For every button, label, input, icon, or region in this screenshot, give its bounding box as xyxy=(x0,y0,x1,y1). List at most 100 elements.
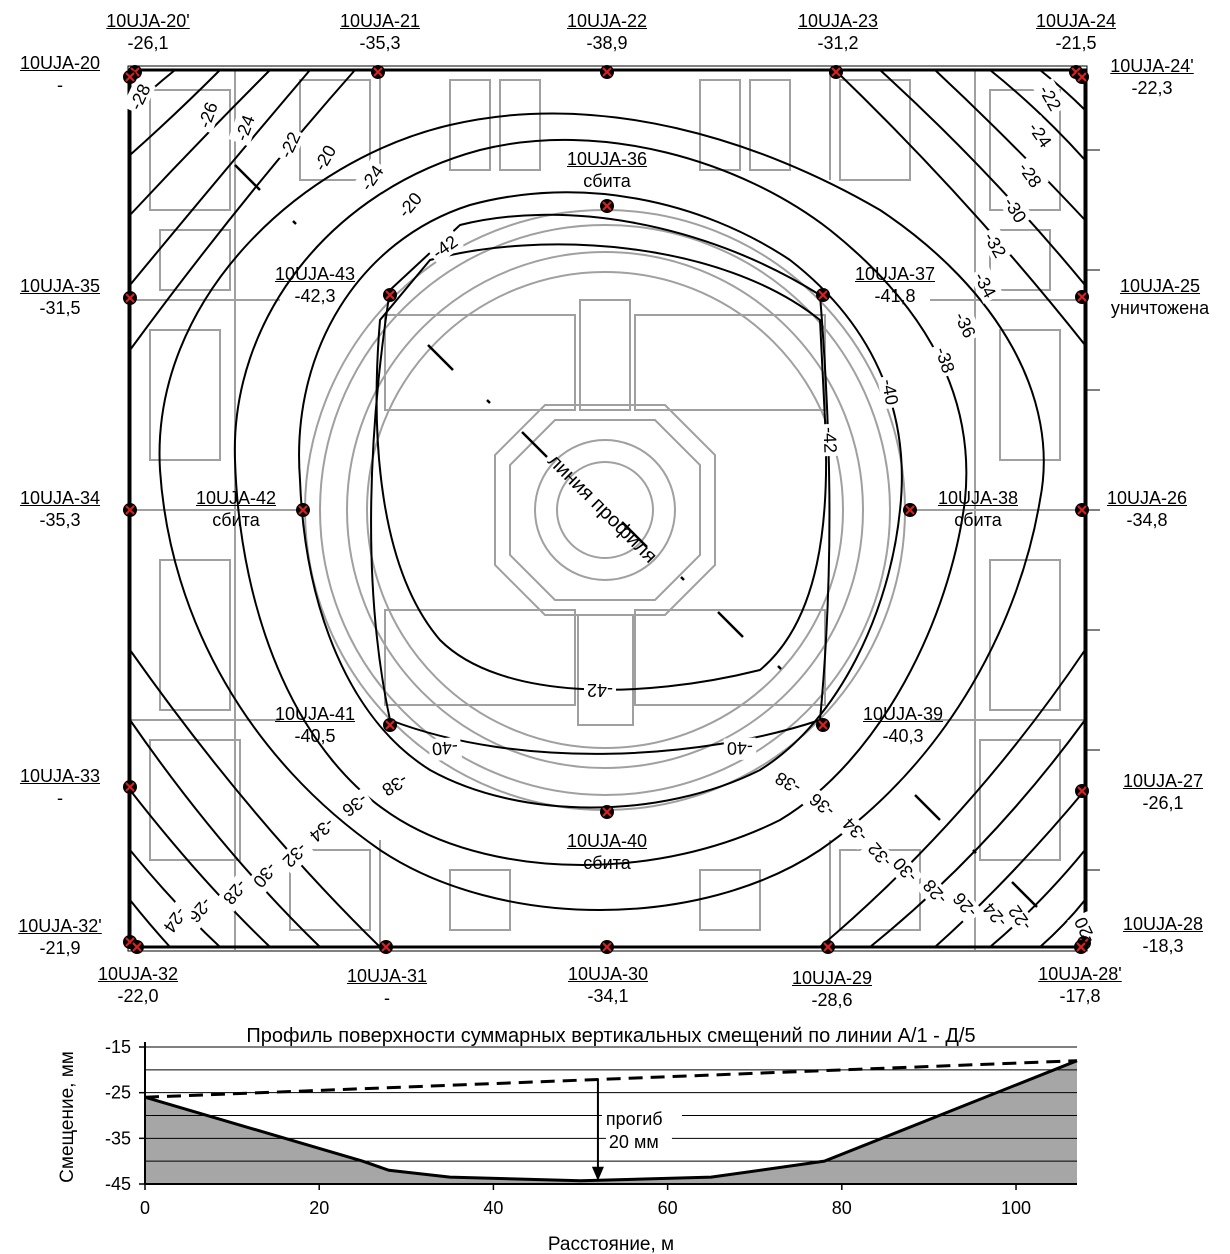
isoline xyxy=(934,789,1086,948)
benchmark-value: сбита xyxy=(212,510,260,530)
benchmark-label: 10UJA-23 -31,2 xyxy=(798,10,878,54)
benchmark-value: -34,8 xyxy=(1126,510,1168,530)
benchmark-id: 10UJA-26 xyxy=(1106,488,1188,508)
benchmark-id: 10UJA-20' xyxy=(106,11,190,31)
x-tick-label: 60 xyxy=(658,1198,678,1218)
x-tick-label: 0 xyxy=(140,1198,150,1218)
benchmark-value: сбита xyxy=(583,171,631,191)
benchmark-value: -42,3 xyxy=(294,286,336,306)
benchmark-label: 10UJA-25 уничтожена xyxy=(1111,275,1209,319)
benchmark-value: - xyxy=(383,988,390,1008)
benchmark-marker xyxy=(821,940,835,954)
benchmark-label: 10UJA-20' -26,1 xyxy=(106,10,189,54)
benchmark-value: -18,3 xyxy=(1142,936,1184,956)
y-tick-label: -15 xyxy=(105,1037,131,1057)
benchmark-label: 10UJA-24 -21,5 xyxy=(1036,10,1116,54)
isoline xyxy=(129,849,221,948)
benchmark-marker xyxy=(1075,503,1089,517)
isoline xyxy=(1039,899,1086,948)
isoline xyxy=(879,69,1086,286)
benchmark-value: -41,8 xyxy=(874,286,916,306)
benchmark-marker xyxy=(816,288,830,302)
benchmark-marker xyxy=(123,503,137,517)
isoline xyxy=(819,649,1086,948)
isoline xyxy=(129,789,271,948)
benchmark-value: -35,3 xyxy=(39,510,81,530)
profile-line xyxy=(234,164,1038,908)
annotation-text: 20 мм xyxy=(609,1132,659,1152)
chart-ylabel: Смещение, мм xyxy=(57,1051,78,1183)
y-tick-label: -25 xyxy=(105,1083,131,1103)
benchmark-value: уничтожена xyxy=(1110,298,1210,318)
benchmark-id: 10UJA-24' xyxy=(1110,56,1194,76)
benchmark-value: -40,5 xyxy=(294,726,336,746)
benchmark-id: 10UJA-43 xyxy=(274,264,356,284)
benchmark-id: 10UJA-42 xyxy=(195,488,277,508)
benchmark-marker xyxy=(816,718,830,732)
benchmark-label: 10UJA-37 -41,8 xyxy=(855,263,935,307)
benchmark-id: 10UJA-23 xyxy=(797,11,879,31)
benchmark-id: 10UJA-31 xyxy=(346,966,428,986)
benchmark-marker xyxy=(383,288,397,302)
contour-value-label: -32 xyxy=(279,839,312,872)
contour-value-label: -42 xyxy=(587,680,613,700)
benchmark-id: 10UJA-36 xyxy=(566,149,648,169)
isoline xyxy=(129,69,221,156)
benchmark-marker xyxy=(600,805,614,819)
benchmark-id: 10UJA-22 xyxy=(566,11,648,31)
benchmark-value: -28,6 xyxy=(811,990,853,1010)
benchmark-marker xyxy=(600,65,614,79)
benchmark-id: 10UJA-32 xyxy=(97,964,179,984)
benchmark-value: -21,5 xyxy=(1055,33,1097,53)
benchmark-label: 10UJA-32 -22,0 xyxy=(98,963,178,1007)
benchmark-label: 10UJA-32' -21,9 xyxy=(18,915,101,959)
y-tick-label: -45 xyxy=(105,1174,131,1194)
isoline xyxy=(129,899,171,948)
profile-line-label: линия профиля xyxy=(543,450,661,568)
isoline xyxy=(129,719,321,948)
contour-value-label: -42 xyxy=(820,427,841,454)
benchmark-value: -35,3 xyxy=(359,33,401,53)
benchmark-value: -22,0 xyxy=(117,986,159,1006)
benchmark-label: 10UJA-34 -35,3 xyxy=(20,487,100,531)
contour-value-label: -40 xyxy=(727,738,754,759)
isoline xyxy=(370,213,831,755)
contour-value-label: -34 xyxy=(839,814,872,847)
benchmark-id: 10UJA-39 xyxy=(862,704,944,724)
benchmark-id: 10UJA-41 xyxy=(274,704,356,724)
reference-line-series xyxy=(144,1059,1078,1099)
isoline xyxy=(1039,69,1086,111)
benchmark-value: -40,3 xyxy=(882,726,924,746)
isoline xyxy=(375,243,828,691)
isoline xyxy=(158,112,1045,911)
benchmark-label: 10UJA-22 -38,9 xyxy=(567,10,647,54)
isoline xyxy=(989,69,1086,161)
benchmark-id: 10UJA-35 xyxy=(19,276,101,296)
benchmark-marker xyxy=(600,940,614,954)
isoline xyxy=(989,849,1086,948)
benchmark-value: -26,1 xyxy=(1142,793,1184,813)
x-tick-label: 40 xyxy=(483,1198,503,1218)
benchmark-marker xyxy=(1075,70,1089,84)
benchmark-value: -31,2 xyxy=(817,33,859,53)
benchmark-label: 10UJA-40 сбита xyxy=(567,830,647,874)
benchmark-value: -21,9 xyxy=(39,938,81,958)
benchmark-label: 10UJA-38 сбита xyxy=(938,487,1018,531)
benchmark-marker xyxy=(829,65,843,79)
benchmark-markers xyxy=(123,65,1091,954)
y-tick-label: -35 xyxy=(105,1128,131,1148)
benchmark-marker xyxy=(123,291,137,305)
benchmark-label: 10UJA-21 -35,3 xyxy=(340,10,420,54)
benchmark-id: 10UJA-21 xyxy=(339,11,421,31)
benchmark-marker xyxy=(379,940,393,954)
benchmark-value: -31,5 xyxy=(39,298,81,318)
benchmark-id: 10UJA-40 xyxy=(566,831,648,851)
frame-ticks xyxy=(1085,149,1100,871)
benchmark-label: 10UJA-29 -28,6 xyxy=(792,967,872,1011)
benchmark-id: 10UJA-25 xyxy=(1119,276,1201,296)
benchmark-label: 10UJA-39 -40,3 xyxy=(863,703,943,747)
settlement-contour-plan: линия профиля -28-26 -24-22 -20-24-20-42-2… xyxy=(122,65,1101,954)
chart-title: Профиль поверхности суммарных вертикальн… xyxy=(246,1025,975,1047)
benchmark-id: 10UJA-28' xyxy=(1038,964,1122,984)
